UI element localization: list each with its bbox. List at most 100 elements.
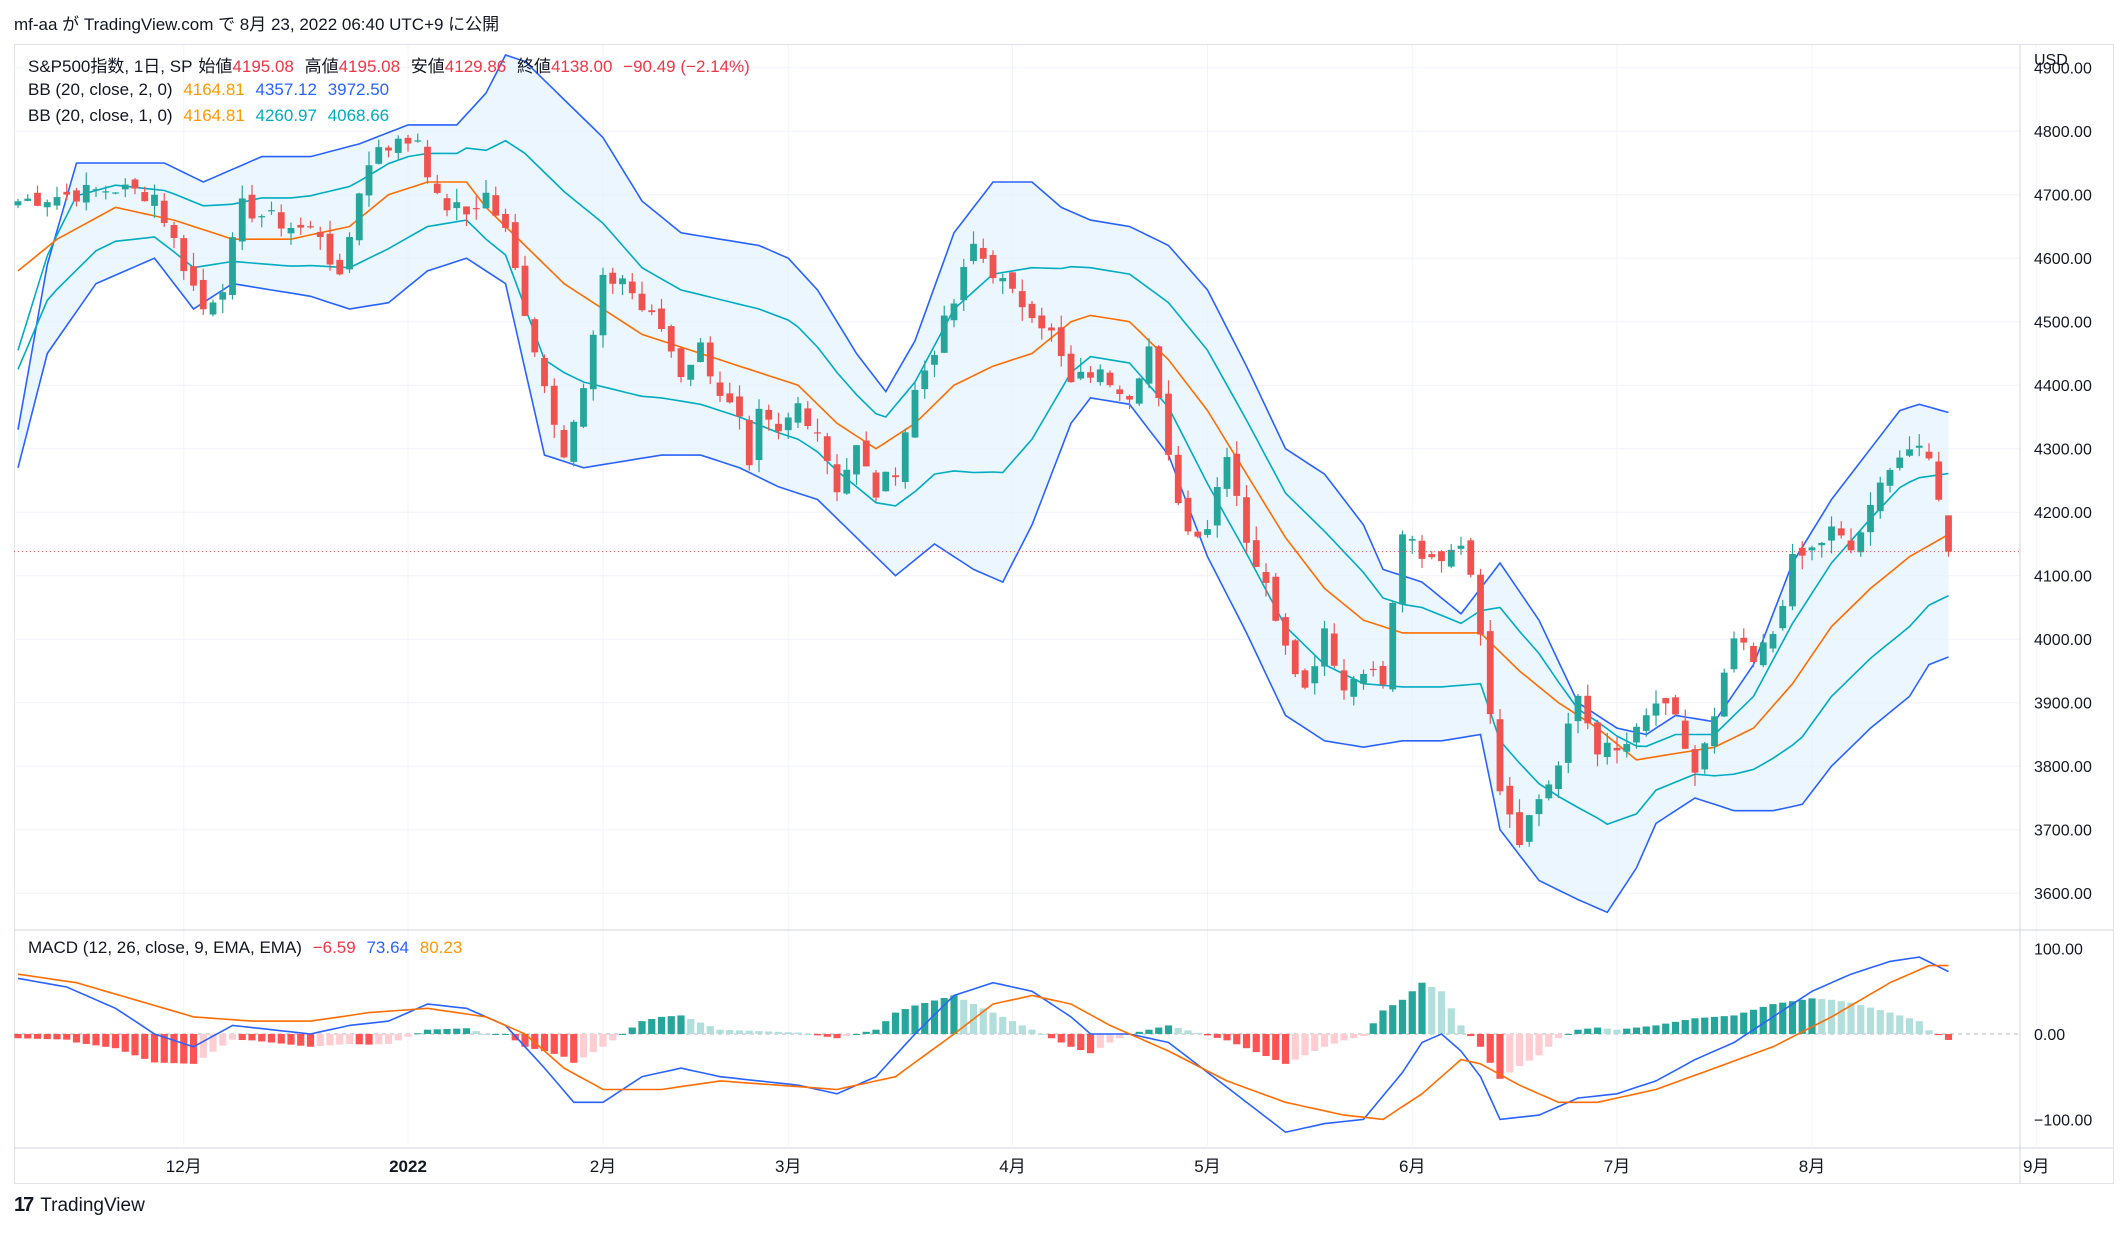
candle-body xyxy=(1857,532,1865,553)
macd-histogram-bar xyxy=(1233,1033,1241,1045)
macd-histogram-bar xyxy=(63,1033,71,1040)
macd-histogram-bar xyxy=(180,1033,188,1064)
macd-histogram-bar xyxy=(1145,1029,1153,1034)
macd-histogram-bar xyxy=(696,1022,705,1034)
macd-histogram-bar xyxy=(1476,1033,1485,1047)
macd-histogram-bar xyxy=(999,1016,1007,1034)
macd-tick-label: −100.00 xyxy=(2034,1112,2092,1129)
macd-histogram-bar xyxy=(1642,1026,1650,1034)
candle-body xyxy=(1018,291,1026,308)
candle-body xyxy=(1681,720,1689,749)
candle-body xyxy=(1642,715,1650,731)
candle-body xyxy=(1945,515,1952,552)
candle-body xyxy=(1477,574,1484,635)
bb2-legend[interactable]: BB (20, close, 2, 0) 4164.81 4357.12 397… xyxy=(28,80,390,99)
macd-histogram-bar xyxy=(160,1033,168,1063)
candle-body xyxy=(190,266,197,286)
brand-name: TradingView xyxy=(40,1194,145,1216)
macd-histogram-bar xyxy=(1759,1006,1767,1034)
macd-histogram-bar xyxy=(1418,982,1426,1034)
currency-label: USD xyxy=(2034,52,2068,69)
macd-histogram-bar xyxy=(1740,1012,1748,1034)
candle-body xyxy=(1311,666,1319,684)
candle-body xyxy=(1252,540,1260,567)
candle-body xyxy=(853,445,860,475)
candle-body xyxy=(580,388,587,427)
macd-histogram-bar xyxy=(1311,1033,1319,1052)
candle-body xyxy=(1574,695,1582,722)
candle-body xyxy=(1906,449,1913,456)
candle-body xyxy=(1594,722,1601,755)
candle-body xyxy=(1291,640,1299,675)
macd-histogram-bar xyxy=(1866,1007,1875,1034)
candle-body xyxy=(453,202,461,209)
macd-histogram-bar xyxy=(1291,1033,1299,1060)
footer-brand[interactable]: 17 TradingView xyxy=(14,1194,145,1217)
candle-body xyxy=(1535,799,1543,815)
candle-body xyxy=(482,192,490,209)
bb-fill xyxy=(18,55,1949,913)
macd-histogram-bar xyxy=(1788,1001,1797,1034)
price-tick-label: 4100.00 xyxy=(2034,569,2092,586)
macd-histogram-bar xyxy=(1691,1018,1699,1034)
macd-histogram-bar xyxy=(794,1032,802,1034)
macd-histogram-bar xyxy=(1671,1021,1680,1034)
macd-histogram-bar xyxy=(1057,1033,1065,1043)
candle-body xyxy=(677,348,685,378)
candle-body xyxy=(1360,673,1367,684)
candle-body xyxy=(394,138,402,153)
candle-body xyxy=(43,202,51,208)
macd-histogram-bar xyxy=(33,1033,42,1039)
bb1-basis-value: 4164.81 xyxy=(183,106,245,125)
macd-histogram-bar xyxy=(1574,1029,1582,1034)
macd-histogram-bar xyxy=(1564,1033,1572,1035)
macd-histogram-bar xyxy=(1437,991,1446,1034)
candle-body xyxy=(1506,785,1514,815)
candle-body xyxy=(336,259,344,275)
macd-histogram-bar xyxy=(1467,1033,1475,1037)
macd-histogram-bar xyxy=(755,1031,763,1034)
candle-body xyxy=(502,213,509,228)
macd-histogram-bar xyxy=(1447,1008,1455,1034)
macd-histogram-bar xyxy=(1262,1033,1270,1057)
macd-histogram-bar xyxy=(1905,1018,1914,1034)
macd-histogram-bar xyxy=(14,1033,22,1039)
macd-histogram-bar xyxy=(1135,1031,1143,1034)
candle-body xyxy=(1096,369,1104,383)
macd-pane xyxy=(14,956,2020,1134)
candle-body xyxy=(638,293,646,311)
macd-histogram-bar xyxy=(1174,1027,1182,1034)
close-value: 4138.00 xyxy=(550,57,613,76)
candle-body xyxy=(326,233,334,265)
macd-histogram-bar xyxy=(1018,1025,1026,1034)
candle-body xyxy=(901,432,909,483)
macd-histogram-bar xyxy=(911,1005,919,1034)
bb1-legend[interactable]: BB (20, close, 1, 0) 4164.81 4260.97 406… xyxy=(28,106,390,125)
macd-histogram-bar xyxy=(1067,1033,1075,1047)
price-tick-label: 4800.00 xyxy=(2034,124,2092,141)
macd-histogram-bar xyxy=(1155,1027,1163,1034)
macd-signal-value: 80.23 xyxy=(419,938,463,957)
bb2-lower-line xyxy=(17,257,1949,914)
candle-body xyxy=(1369,668,1377,671)
macd-histogram-bar xyxy=(82,1033,90,1044)
bb2-upper-line xyxy=(17,54,1949,736)
candle-body xyxy=(355,193,363,241)
price-tick-label: 4400.00 xyxy=(2034,378,2092,395)
candle-body xyxy=(521,265,529,316)
macd-histogram-bar xyxy=(92,1033,100,1046)
candle-body xyxy=(1135,378,1143,404)
macd-line-value: 73.64 xyxy=(366,938,409,957)
candle-body xyxy=(1116,389,1124,395)
macd-histogram-bar xyxy=(589,1033,597,1053)
price-tick-label: 3700.00 xyxy=(2034,823,2092,840)
candle-body xyxy=(1876,482,1884,512)
macd-legend[interactable]: MACD (12, 26, close, 9, EMA, EMA) −6.59 … xyxy=(28,938,463,957)
bollinger-bands xyxy=(17,54,1949,914)
candle-body xyxy=(346,237,353,270)
macd-histogram-bar xyxy=(365,1033,373,1045)
candle-body xyxy=(1711,716,1718,746)
candle-body xyxy=(1672,697,1679,715)
candle-body xyxy=(1837,528,1845,536)
